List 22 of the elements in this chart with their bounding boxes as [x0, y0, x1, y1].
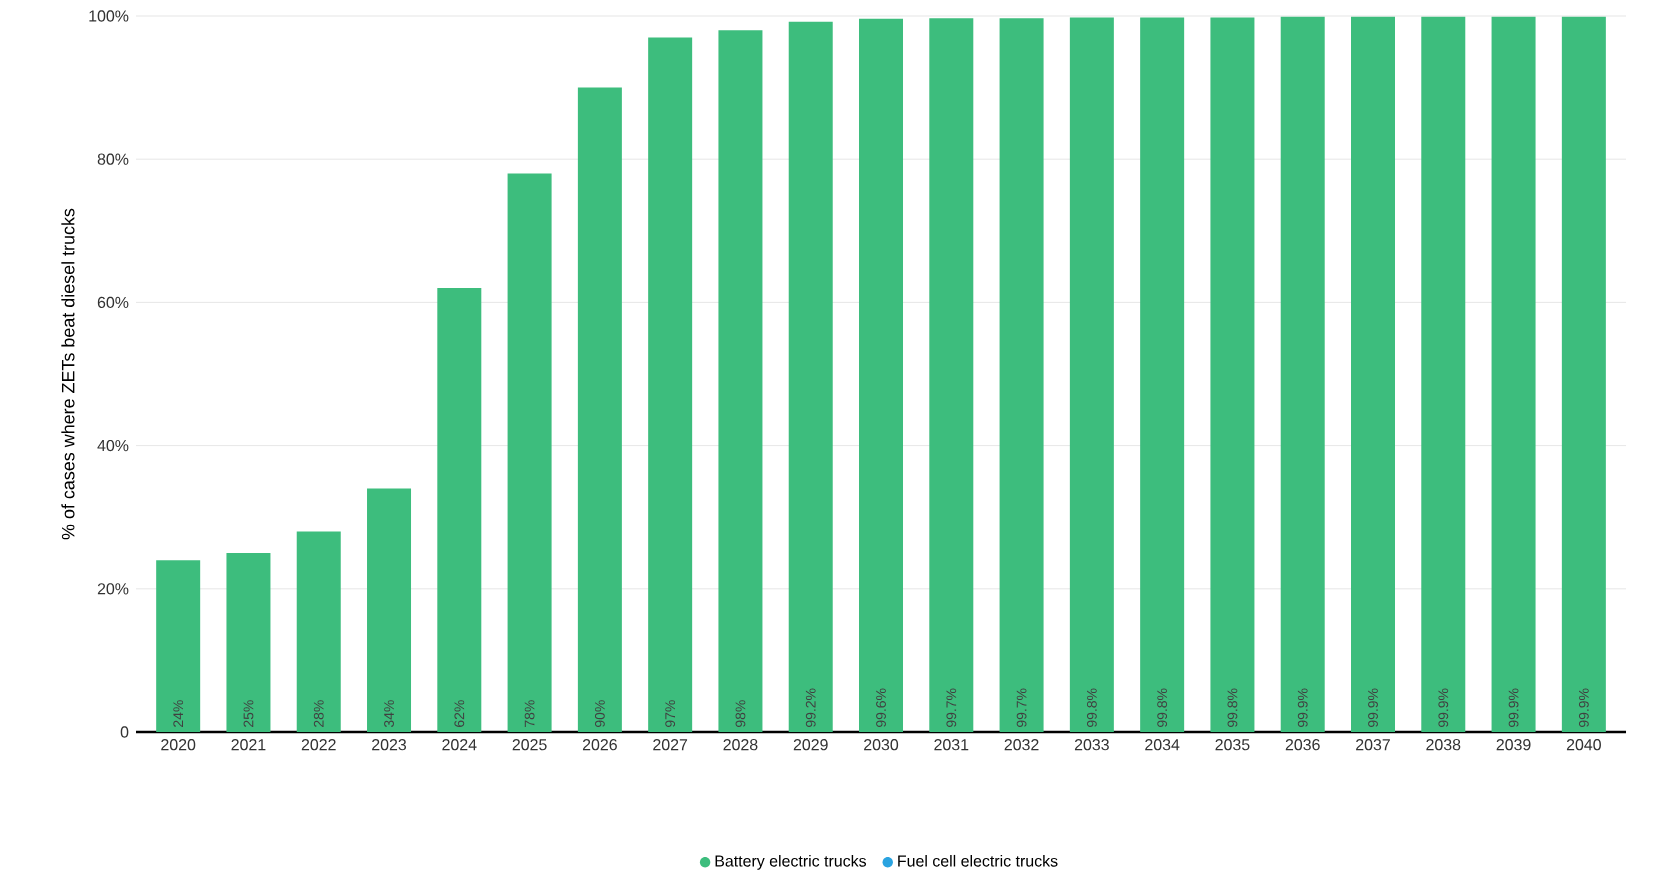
- y-axis-title: % of cases where ZETs beat diesel trucks: [61, 208, 75, 540]
- bar: [226, 553, 271, 732]
- bar: [929, 18, 974, 732]
- bar: [648, 37, 693, 732]
- bar: [1280, 16, 1325, 732]
- bar: [367, 488, 412, 732]
- bar: [999, 18, 1044, 732]
- bar: [507, 173, 552, 732]
- bar: [296, 531, 341, 732]
- bar: [437, 288, 482, 732]
- bar: [859, 18, 904, 732]
- bar: [577, 87, 622, 732]
- bar: [1140, 17, 1185, 732]
- bar: [1069, 17, 1114, 732]
- bar: [1421, 16, 1466, 732]
- bar: [1351, 16, 1395, 732]
- bar: [788, 21, 833, 732]
- bar: [156, 560, 201, 732]
- bar: [1561, 16, 1606, 732]
- bar: [718, 30, 763, 732]
- bar: [1491, 16, 1536, 732]
- bar: [1210, 17, 1255, 732]
